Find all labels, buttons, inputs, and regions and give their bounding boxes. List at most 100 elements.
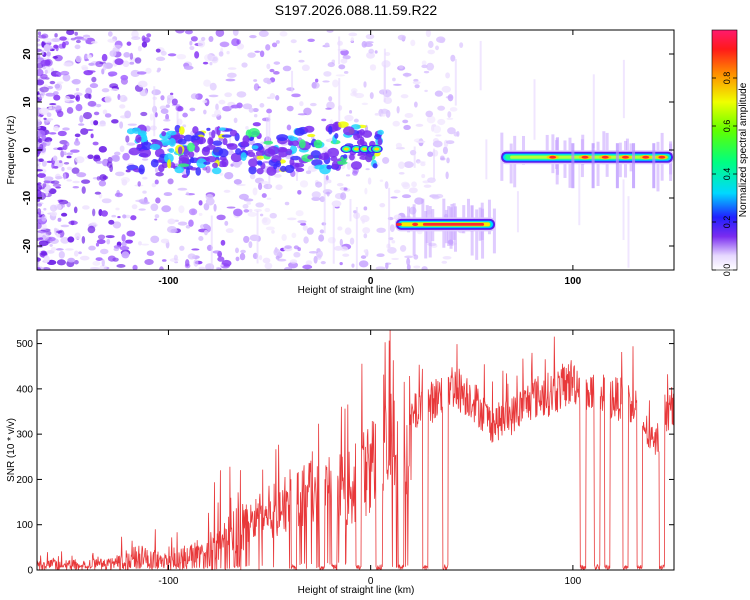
signal-blob <box>257 161 263 166</box>
noise-speckle <box>125 239 133 244</box>
noise-speckle <box>247 211 257 217</box>
noise-speckle <box>71 167 80 174</box>
noise-speckle <box>198 266 206 270</box>
noise-speckle <box>414 84 420 89</box>
band-fuzz <box>656 141 660 192</box>
noise-speckle <box>286 87 295 92</box>
noise-speckle <box>364 187 368 195</box>
noise-speckle <box>398 172 405 175</box>
noise-speckle <box>426 62 435 71</box>
noise-speckle <box>105 235 115 239</box>
noise-speckle <box>447 94 454 102</box>
signal-blob <box>343 147 349 151</box>
noise-speckle <box>212 250 222 254</box>
noise-speckle <box>219 172 224 176</box>
signal-blob <box>290 155 301 161</box>
noise-speckle <box>104 95 112 103</box>
signal-blob <box>128 147 140 156</box>
noise-speckle <box>101 53 108 62</box>
noise-speckle <box>56 259 66 266</box>
noise-speckle <box>142 190 147 194</box>
noise-speckle <box>37 161 41 166</box>
noise-speckle <box>349 110 353 114</box>
noise-speckle <box>219 264 224 267</box>
noise-speckle <box>66 30 75 36</box>
noise-speckle <box>78 123 85 126</box>
noise-speckle <box>58 199 69 205</box>
signal-blob <box>168 137 176 147</box>
noise-speckle <box>365 168 370 171</box>
noise-speckle <box>45 119 51 123</box>
noise-speckle <box>52 105 62 110</box>
noise-speckle <box>446 157 450 164</box>
noise-speckle <box>346 162 351 170</box>
noise-speckle <box>46 112 52 118</box>
noise-speckle <box>124 110 132 119</box>
noise-speckle <box>37 198 41 203</box>
noise-speckle <box>138 241 142 246</box>
noise-speckle <box>98 146 107 153</box>
noise-speckle <box>41 50 45 55</box>
noise-speckle <box>87 225 96 234</box>
noise-speckle <box>335 74 346 77</box>
noise-speckle <box>37 34 47 39</box>
noise-speckle <box>320 261 326 265</box>
noise-speckle <box>113 245 122 249</box>
noise-speckle <box>114 58 124 65</box>
page-title: S197.2026.088.11.59.R22 <box>275 2 438 18</box>
noise-speckle <box>423 70 430 74</box>
spectrogram-ylabel: Frequency (Hz) <box>6 116 17 185</box>
noise-speckle <box>427 49 435 55</box>
noise-speckle <box>348 32 358 37</box>
noise-speckle <box>46 160 53 163</box>
noise-speckle <box>215 103 219 111</box>
noise-speckle <box>76 172 87 178</box>
signal-blob <box>343 126 355 136</box>
noise-speckle <box>337 226 343 231</box>
noise-speckle <box>44 69 48 75</box>
noise-speckle <box>155 48 161 53</box>
noise-speckle <box>88 245 96 251</box>
noise-speckle <box>95 242 100 247</box>
noise-speckle <box>298 50 302 53</box>
noise-speckle <box>375 266 386 270</box>
noise-speckle <box>242 204 249 209</box>
noise-speckle <box>421 266 428 270</box>
signal-blob <box>313 139 323 149</box>
noise-speckle <box>123 52 131 58</box>
noise-speckle <box>50 211 58 217</box>
noise-speckle <box>299 180 309 188</box>
noise-speckle <box>253 83 260 91</box>
signal-blob <box>140 134 148 143</box>
noise-speckle <box>230 163 234 167</box>
noise-speckle <box>61 166 65 172</box>
noise-speckle <box>233 208 243 217</box>
noise-streak <box>338 36 341 65</box>
noise-speckle <box>432 124 437 127</box>
signal-blob <box>229 129 238 137</box>
noise-speckle <box>269 212 277 219</box>
noise-streak <box>383 64 386 103</box>
signal-blob <box>189 167 198 171</box>
noise-speckle <box>363 42 374 48</box>
noise-speckle <box>91 76 97 83</box>
noise-speckle <box>421 60 427 66</box>
noise-speckle <box>66 179 73 182</box>
noise-speckle <box>380 113 386 117</box>
noise-speckle <box>130 69 140 78</box>
noise-speckle <box>316 250 323 258</box>
signal-blob <box>291 140 300 147</box>
noise-speckle <box>447 111 452 118</box>
noise-speckle <box>101 198 112 204</box>
noise-speckle <box>235 247 239 254</box>
signal-blob <box>377 138 383 146</box>
noise-speckle <box>75 87 80 92</box>
band-fuzz <box>545 134 549 160</box>
colorbar-tick-label: 0.0 <box>722 264 732 277</box>
colorbar: 0.0 0.2 0.4 0.6 0.8 Normalized spectral ampl… <box>711 29 749 277</box>
noise-speckle <box>87 70 96 73</box>
signal-blob <box>334 132 339 139</box>
noise-speckle <box>42 183 47 188</box>
noise-speckle <box>369 64 377 71</box>
noise-speckle <box>73 259 79 265</box>
